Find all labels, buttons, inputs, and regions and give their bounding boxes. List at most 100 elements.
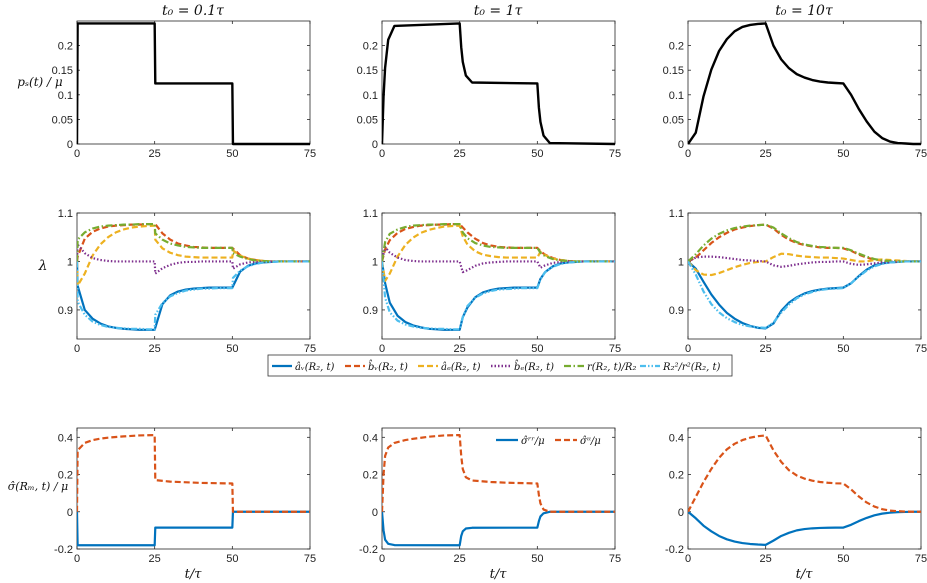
- panel-r3c1-ytick-label: 0: [67, 507, 73, 519]
- panel-r1c1-ytick-label: 0.15: [52, 65, 73, 77]
- panel-r3c2-ytick-label: 0.2: [363, 470, 378, 482]
- panel-r2c1-axes-box: [76, 212, 311, 340]
- column-title-2: t₀ = 1τ: [474, 3, 523, 19]
- panel-r1c2-ytick-label: 0.05: [357, 114, 378, 126]
- panel-r3c1-axes-box: [76, 427, 311, 550]
- panel-r2c1-series-6: [77, 260, 310, 331]
- panel-r2c2-axes-box: [381, 212, 616, 340]
- panel-r3c2-ytick-label: -0.2: [359, 544, 378, 556]
- xlabel-col-2: t/τ: [490, 567, 508, 582]
- panel-r2c1-ytick-label: 1: [67, 256, 73, 268]
- panel-r3c1-ytick-label: -0.2: [54, 544, 73, 556]
- panel-r1c3-ytick-label: 0.05: [663, 114, 684, 126]
- panel-r2c2: 0 25 50 75 0.9 1 1.1: [363, 208, 621, 355]
- panel-r2c1-xtick-label: 25: [149, 343, 161, 355]
- panel-r1c1-series-1: [77, 22, 310, 146]
- panel-r2c3-series-4: [688, 255, 921, 268]
- panel-r2c1-ytick-label: 1.1: [58, 208, 73, 220]
- panel-r1c2-ytick-label: 0: [372, 139, 378, 151]
- legend-label-r-ratio: r(R₂, t)/R₂: [587, 362, 636, 373]
- ylabel-row-3: σ̂(Rₘ, t) / μ: [8, 480, 68, 493]
- panel-r3c1-ytick-label: 0.4: [58, 432, 73, 444]
- subplot-grid: 0 25 50 75 0 0.05 0.1 0.15 0.2 0 25 50 75 0 0.05 0.1 0.1…: [52, 20, 927, 565]
- panel-r2c2-series-5: [382, 223, 615, 263]
- panel-r2c2-xtick-label: 50: [531, 343, 543, 355]
- panel-r3c3-ytick-label: -0.2: [665, 544, 684, 556]
- panel-r1c3-axes-box: [687, 20, 922, 145]
- panel-r3c3-ytick-label: 0.4: [669, 432, 684, 444]
- panel-r2c2-series-4: [382, 245, 615, 274]
- panel-r3c1-series-2: [77, 433, 310, 513]
- panel-r3c3-series-2: [688, 434, 921, 513]
- panel-r3c3-xtick-label: 75: [915, 553, 927, 565]
- legend-label-a-e: âₑ(R₂, t): [441, 362, 481, 373]
- panel-r1c3-xtick-label: 50: [837, 148, 849, 160]
- panel-r2c2-xtick-label: 25: [454, 343, 466, 355]
- panel-r2c3-ytick-label: 1.1: [669, 208, 684, 220]
- panel-r2c3-ytick-label: 1: [678, 256, 684, 268]
- panel-r3c3-ytick-label: 0: [678, 507, 684, 519]
- panel-r2c3-xtick-label: 75: [915, 343, 927, 355]
- panel-r1c3: 0 25 50 75 0 0.05 0.1 0.15 0.2: [663, 20, 927, 160]
- panel-r2c1: 0 25 50 75 0.9 1 1.1: [58, 208, 316, 355]
- panel-r3c2-xtick-label: 50: [531, 553, 543, 565]
- panel-r1c3-ytick-label: 0.1: [669, 90, 684, 102]
- panel-r3c3-xtick-label: 50: [837, 553, 849, 565]
- panel-r1c1-ytick-label: 0.2: [58, 41, 73, 53]
- panel-r1c1-xtick-label: 50: [226, 148, 238, 160]
- panel-r3c1-xtick-label: 0: [74, 553, 80, 565]
- panel-r2c1-series-2: [77, 223, 310, 263]
- panel-r2c1-ytick-label: 0.9: [58, 305, 73, 317]
- legend-middle-box: [267, 354, 733, 377]
- legend-label-sigma-thth: σ̂ᶥᶥ/μ: [580, 436, 601, 447]
- legend-label-a-v: âᵥ(R₂, t): [295, 362, 335, 373]
- panel-r2c2-xtick-label: 0: [379, 343, 385, 355]
- xlabel-col-3: t/τ: [796, 567, 814, 582]
- panel-r1c3-series-1: [688, 22, 921, 146]
- panel-r3c2-series-1: [382, 510, 615, 547]
- panel-r2c1-xtick-label: 50: [226, 343, 238, 355]
- panel-r3c2-ytick-label: 0.4: [363, 432, 378, 444]
- panel-r1c1-xtick-label: 0: [74, 148, 80, 160]
- panel-r3c3-xtick-label: 25: [760, 553, 772, 565]
- panel-r1c1-xtick-label: 25: [149, 148, 161, 160]
- panel-r3c3: 0 25 50 75-0.200.20.4: [665, 427, 927, 565]
- panel-r3c2-xtick-label: 25: [454, 553, 466, 565]
- panel-r1c2: 0 25 50 75 0 0.05 0.1 0.15 0.2: [357, 20, 621, 160]
- legend-label-b-v: b̂ᵥ(R₂, t): [368, 360, 408, 373]
- panel-r1c2-series-1: [382, 22, 615, 146]
- ylabel-row-1: pₛ(t) / μ: [17, 75, 63, 89]
- panel-r2c2-series-3: [382, 224, 615, 282]
- panel-r2c3-xtick-label: 25: [760, 343, 772, 355]
- panel-r3c3-series-1: [688, 510, 921, 547]
- panel-r2c3-series-5: [688, 223, 921, 263]
- panel-r1c3-xtick-label: 25: [760, 148, 772, 160]
- panel-r3c2-ytick-label: 0: [372, 507, 378, 519]
- panel-r3c1-ytick-label: 0.2: [58, 470, 73, 482]
- panel-r1c2-ytick-label: 0.15: [357, 65, 378, 77]
- ylabel-row-2: λ: [38, 258, 48, 274]
- panel-r2c3-series-6: [688, 260, 921, 329]
- panel-r2c1-series-4: [77, 243, 310, 275]
- panel-r2c2-series-6: [382, 260, 615, 331]
- panel-r1c3-ytick-label: 0: [678, 139, 684, 151]
- panel-r2c2-ytick-label: 0.9: [363, 305, 378, 317]
- panel-r1c3-ytick-label: 0.15: [663, 65, 684, 77]
- column-title-3: t₀ = 10τ: [775, 3, 833, 19]
- panel-r1c3-ytick-label: 0.2: [669, 41, 684, 53]
- legend-label-b-e: b̂ₑ(R₂, t): [514, 360, 554, 373]
- panel-r3c2-xtick-label: 0: [379, 553, 385, 565]
- panel-r1c2-ytick-label: 0.2: [363, 41, 378, 53]
- panel-r3c3-axes-box: [687, 427, 922, 550]
- panel-r2c1-xtick-label: 0: [74, 343, 80, 355]
- panel-r1c1: 0 25 50 75 0 0.05 0.1 0.15 0.2: [52, 20, 316, 160]
- panel-r1c2-xtick-label: 0: [379, 148, 385, 160]
- panel-r1c2-xtick-label: 25: [454, 148, 466, 160]
- panel-r2c2-xtick-label: 75: [609, 343, 621, 355]
- panel-r2c3-xtick-label: 50: [837, 343, 849, 355]
- panel-r1c1-ytick-label: 0.05: [52, 114, 73, 126]
- panel-r1c1-ytick-label: 0.1: [58, 90, 73, 102]
- panel-r3c2: 0 25 50 75-0.200.20.4: [359, 427, 621, 565]
- panel-r2c2-ytick-label: 1: [372, 256, 378, 268]
